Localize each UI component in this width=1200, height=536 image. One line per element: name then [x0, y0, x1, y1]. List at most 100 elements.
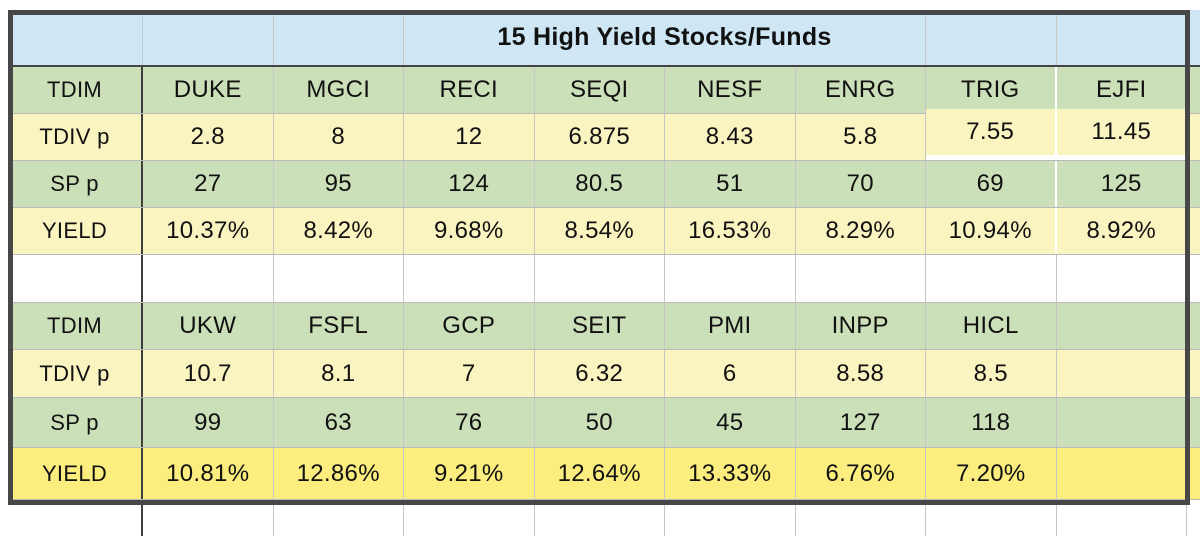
- ticker-cell[interactable]: DUKE: [143, 67, 274, 113]
- spreadsheet-cell[interactable]: [273, 255, 404, 302]
- value-cell[interactable]: 9.21%: [404, 448, 535, 499]
- value-cell[interactable]: 6: [665, 350, 796, 397]
- spreadsheet-cell[interactable]: [665, 500, 796, 536]
- spreadsheet-cell[interactable]: [8, 255, 143, 302]
- spreadsheet-cell-partial[interactable]: [1187, 255, 1200, 302]
- value-cell[interactable]: 12: [404, 114, 535, 160]
- spreadsheet-cell[interactable]: [795, 500, 926, 536]
- value-cell[interactable]: 2.8: [143, 114, 274, 160]
- value-cell[interactable]: 99: [143, 398, 274, 447]
- value-cell[interactable]: 6.32: [534, 350, 665, 397]
- spreadsheet-cell-partial[interactable]: [1187, 114, 1200, 160]
- value-cell[interactable]: 8: [273, 114, 404, 160]
- ticker-cell[interactable]: INPP: [795, 303, 926, 349]
- value-cell[interactable]: 124: [404, 161, 535, 207]
- spreadsheet-cell[interactable]: [143, 500, 274, 536]
- value-cell[interactable]: 50: [534, 398, 665, 447]
- spreadsheet-cell[interactable]: [926, 500, 1057, 536]
- row-label[interactable]: SP p: [8, 398, 143, 447]
- spreadsheet-cell-partial[interactable]: [1187, 448, 1200, 499]
- value-cell[interactable]: 70: [795, 161, 926, 207]
- spreadsheet-cell-partial[interactable]: [1187, 350, 1200, 397]
- spreadsheet-cell[interactable]: [1056, 500, 1187, 536]
- spreadsheet-cell[interactable]: [795, 255, 926, 302]
- value-cell[interactable]: 10.37%: [143, 208, 274, 254]
- value-cell[interactable]: 10.7: [143, 350, 274, 397]
- value-cell[interactable]: 8.5: [926, 350, 1057, 397]
- value-cell[interactable]: 80.5: [534, 161, 665, 207]
- ticker-cell[interactable]: SEIT: [534, 303, 665, 349]
- value-cell[interactable]: 51: [665, 161, 796, 207]
- ticker-cell[interactable]: RECI: [404, 67, 535, 113]
- ticker-cell[interactable]: MGCI: [273, 67, 404, 113]
- spreadsheet-cell[interactable]: [143, 255, 274, 302]
- spreadsheet-cell[interactable]: [273, 500, 404, 536]
- spreadsheet-cell-partial[interactable]: [1187, 10, 1200, 65]
- ticker-cell[interactable]: EJFI: [1056, 67, 1187, 113]
- value-cell[interactable]: [1056, 350, 1187, 397]
- spreadsheet-cell-partial[interactable]: [1187, 500, 1200, 536]
- value-cell[interactable]: 13.33%: [665, 448, 796, 499]
- spreadsheet-cell-partial[interactable]: [1187, 303, 1200, 349]
- row-label[interactable]: YIELD: [8, 208, 143, 254]
- value-cell[interactable]: 8.54%: [534, 208, 665, 254]
- value-cell[interactable]: 69: [926, 161, 1057, 207]
- spreadsheet-cell[interactable]: [665, 255, 796, 302]
- ticker-cell[interactable]: SEQI: [534, 67, 665, 113]
- spreadsheet-cell[interactable]: [926, 10, 1057, 65]
- spreadsheet-cell[interactable]: [1056, 255, 1187, 302]
- value-cell[interactable]: 27: [143, 161, 274, 207]
- ticker-cell[interactable]: NESF: [665, 67, 796, 113]
- spreadsheet-cell[interactable]: [926, 255, 1057, 302]
- value-cell[interactable]: 5.8: [795, 114, 926, 160]
- value-cell[interactable]: 45: [665, 398, 796, 447]
- value-cell[interactable]: 6.76%: [795, 448, 926, 499]
- row-label[interactable]: TDIM: [8, 67, 143, 113]
- spreadsheet-cell-partial[interactable]: [1187, 161, 1200, 207]
- value-cell[interactable]: 7: [404, 350, 535, 397]
- value-cell[interactable]: 95: [273, 161, 404, 207]
- value-cell[interactable]: 12.64%: [534, 448, 665, 499]
- value-cell[interactable]: 8.42%: [273, 208, 404, 254]
- ticker-cell[interactable]: UKW: [143, 303, 274, 349]
- ticker-cell[interactable]: ENRG: [795, 67, 926, 113]
- ticker-cell[interactable]: FSFL: [273, 303, 404, 349]
- ticker-cell[interactable]: PMI: [665, 303, 796, 349]
- value-cell[interactable]: 8.58: [795, 350, 926, 397]
- value-cell[interactable]: 8.1: [273, 350, 404, 397]
- value-cell[interactable]: 7.55: [926, 109, 1057, 155]
- row-label[interactable]: YIELD: [8, 448, 143, 499]
- row-label[interactable]: TDIM: [8, 303, 143, 349]
- value-cell[interactable]: 11.45: [1056, 109, 1187, 155]
- ticker-cell[interactable]: HICL: [926, 303, 1057, 349]
- row-label[interactable]: TDIV p: [8, 114, 143, 160]
- value-cell[interactable]: 7.20%: [926, 448, 1057, 499]
- spreadsheet-cell[interactable]: [1056, 10, 1187, 65]
- spreadsheet-cell[interactable]: [273, 10, 404, 65]
- value-cell[interactable]: [1056, 448, 1187, 499]
- spreadsheet-cell-partial[interactable]: [1187, 398, 1200, 447]
- ticker-cell[interactable]: TRIG: [926, 67, 1057, 113]
- spreadsheet-cell[interactable]: [534, 500, 665, 536]
- value-cell[interactable]: 76: [404, 398, 535, 447]
- spreadsheet-cell[interactable]: [534, 255, 665, 302]
- value-cell[interactable]: [1056, 398, 1187, 447]
- spreadsheet-cell[interactable]: [143, 10, 274, 65]
- value-cell[interactable]: 118: [926, 398, 1057, 447]
- ticker-cell[interactable]: [1056, 303, 1187, 349]
- spreadsheet-cell[interactable]: [404, 500, 535, 536]
- value-cell[interactable]: 10.81%: [143, 448, 274, 499]
- value-cell[interactable]: 10.94%: [926, 208, 1057, 254]
- value-cell[interactable]: 63: [273, 398, 404, 447]
- value-cell[interactable]: 8.92%: [1056, 208, 1187, 254]
- value-cell[interactable]: 16.53%: [665, 208, 796, 254]
- value-cell[interactable]: 127: [795, 398, 926, 447]
- table-title[interactable]: 15 High Yield Stocks/Funds: [404, 10, 926, 65]
- value-cell[interactable]: 12.86%: [273, 448, 404, 499]
- row-label[interactable]: SP p: [8, 161, 143, 207]
- spreadsheet-cell-partial[interactable]: [1187, 208, 1200, 254]
- spreadsheet-cell-partial[interactable]: [1187, 67, 1200, 113]
- row-label[interactable]: TDIV p: [8, 350, 143, 397]
- value-cell[interactable]: 9.68%: [404, 208, 535, 254]
- spreadsheet-cell[interactable]: [404, 255, 535, 302]
